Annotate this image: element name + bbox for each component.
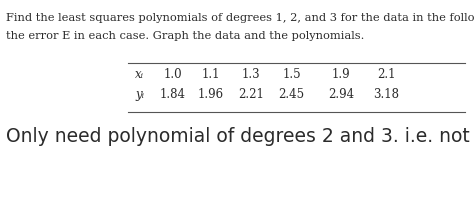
Text: 1.9: 1.9 (332, 68, 351, 81)
Text: the error E in each case. Graph the data and the polynomials.: the error E in each case. Graph the data… (6, 31, 364, 41)
Text: Only need polynomial of degrees 2 and 3. i.e. not 1.: Only need polynomial of degrees 2 and 3.… (6, 127, 474, 146)
Text: 1.96: 1.96 (198, 88, 224, 101)
Text: 2.1: 2.1 (377, 68, 396, 81)
Text: 1.0: 1.0 (164, 68, 182, 81)
Text: 3.18: 3.18 (374, 88, 399, 101)
Text: 2.45: 2.45 (278, 88, 305, 101)
Text: 2.21: 2.21 (238, 88, 264, 101)
Text: 1.3: 1.3 (242, 68, 261, 81)
Text: 1.1: 1.1 (201, 68, 220, 81)
Text: Find the least squares polynomials of degrees 1, 2, and 3 for the data in the fo: Find the least squares polynomials of de… (6, 13, 474, 23)
Text: xᵢ: xᵢ (136, 68, 144, 81)
Text: yᵢ: yᵢ (136, 88, 144, 101)
Text: 1.84: 1.84 (160, 88, 186, 101)
Text: 1.5: 1.5 (282, 68, 301, 81)
Text: 2.94: 2.94 (328, 88, 355, 101)
